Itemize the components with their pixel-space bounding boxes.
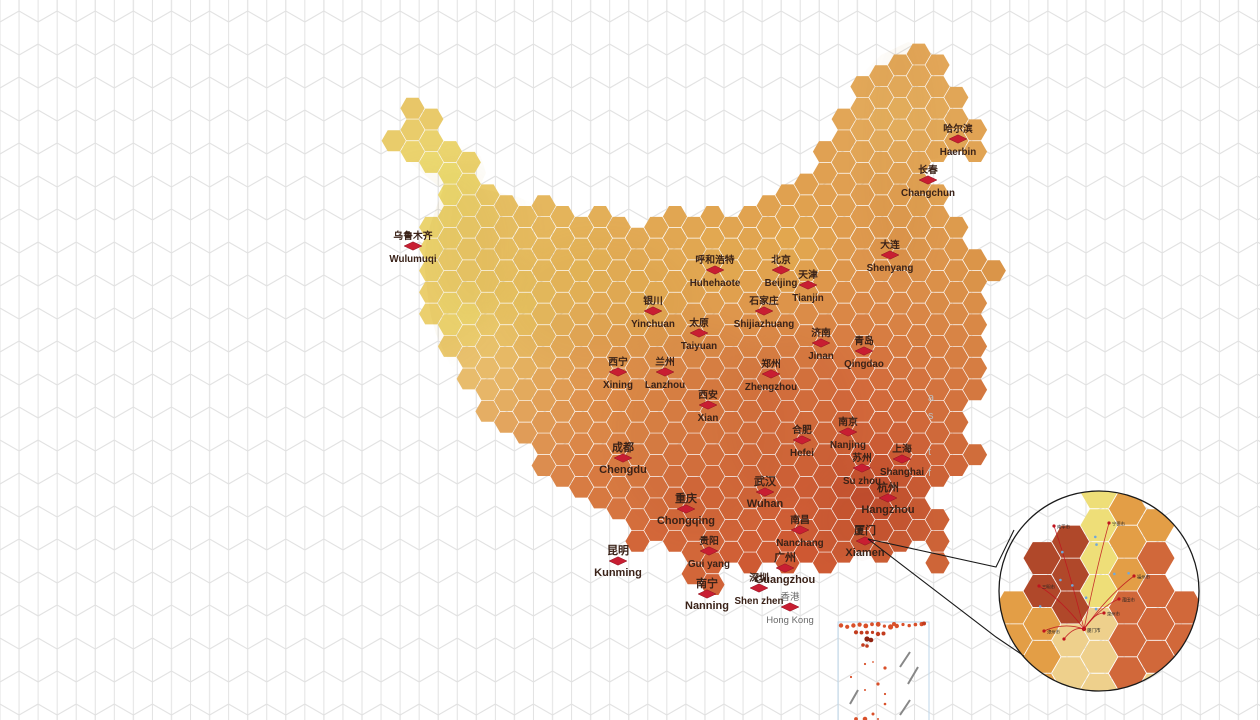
svg-text:济南: 济南	[811, 326, 831, 339]
svg-text:武汉: 武汉	[754, 474, 777, 488]
svg-text:Xiamen: Xiamen	[845, 547, 884, 559]
svg-text:Tianjin: Tianjin	[792, 293, 823, 304]
svg-text:Qingdao: Qingdao	[844, 359, 884, 370]
svg-text:长春: 长春	[918, 163, 938, 176]
svg-text:香港: 香港	[780, 591, 800, 603]
svg-text:郑州: 郑州	[761, 357, 781, 370]
svg-text:Kunming: Kunming	[594, 567, 642, 579]
svg-text:Huhehaote: Huhehaote	[690, 278, 741, 289]
svg-text:Taiyuan: Taiyuan	[681, 341, 717, 352]
svg-text:贵阳: 贵阳	[699, 534, 719, 547]
svg-text:Beijing: Beijing	[765, 278, 798, 289]
svg-text:天津: 天津	[798, 268, 818, 281]
svg-text:银川: 银川	[643, 294, 663, 307]
svg-text:兰州: 兰州	[655, 355, 675, 368]
svg-text:西安: 西安	[698, 388, 718, 401]
svg-text:Zhengzhou: Zhengzhou	[745, 382, 797, 393]
svg-text:Jinan: Jinan	[808, 351, 834, 362]
svg-text:南平市: 南平市	[1057, 524, 1071, 531]
svg-text:a: a	[928, 392, 935, 404]
svg-text:Hong Kong: Hong Kong	[766, 615, 814, 626]
svg-text:哈尔滨: 哈尔滨	[943, 122, 973, 135]
svg-text:s: s	[928, 410, 934, 422]
svg-text:成都: 成都	[612, 440, 634, 454]
svg-text:西宁: 西宁	[608, 355, 628, 368]
svg-text:泉州市: 泉州市	[1107, 611, 1121, 618]
svg-text:上海: 上海	[892, 442, 912, 455]
svg-text:Lanzhou: Lanzhou	[645, 380, 685, 391]
svg-text:呼和浩特: 呼和浩特	[695, 253, 734, 266]
svg-text:Shenyang: Shenyang	[867, 263, 914, 274]
svg-text:重庆: 重庆	[675, 491, 697, 505]
svg-text:厦门市: 厦门市	[1087, 627, 1101, 634]
svg-text:Haerbin: Haerbin	[940, 147, 976, 158]
svg-text:福州市: 福州市	[1137, 574, 1151, 581]
svg-text:Shijiazhuang: Shijiazhuang	[734, 319, 794, 330]
svg-text:Hefei: Hefei	[790, 448, 814, 459]
svg-text:南宁: 南宁	[696, 576, 718, 590]
svg-text:石家庄: 石家庄	[748, 294, 779, 307]
svg-text:宁德市: 宁德市	[1112, 521, 1126, 528]
svg-text:南京: 南京	[838, 415, 858, 428]
svg-text:Gui yang: Gui yang	[688, 559, 730, 570]
svg-text:漳州市: 漳州市	[1047, 629, 1061, 636]
svg-text:Shanghai: Shanghai	[880, 467, 924, 478]
svg-text:Xining: Xining	[603, 380, 633, 391]
svg-text:Shen zhen: Shen zhen	[735, 596, 784, 607]
svg-text:Nanchang: Nanchang	[776, 538, 823, 549]
svg-text:厦门: 厦门	[854, 523, 876, 537]
svg-text:苏州: 苏州	[852, 451, 872, 464]
svg-text:Xian: Xian	[698, 413, 719, 424]
svg-text:t: t	[928, 446, 931, 458]
svg-text:北京: 北京	[771, 253, 791, 266]
svg-text:昆明: 昆明	[607, 544, 629, 557]
svg-text:Chongqing: Chongqing	[657, 515, 715, 527]
svg-text:Nanning: Nanning	[685, 600, 729, 612]
svg-text:深圳: 深圳	[749, 571, 769, 584]
svg-text:合肥: 合肥	[791, 423, 812, 436]
svg-text:杭州: 杭州	[877, 480, 899, 494]
svg-text:三明市: 三明市	[1042, 584, 1056, 591]
svg-text:Yinchuan: Yinchuan	[631, 319, 675, 330]
svg-text:Hangzhou: Hangzhou	[861, 504, 914, 516]
svg-text:乌鲁木齐: 乌鲁木齐	[393, 229, 432, 242]
svg-text:莆田市: 莆田市	[1122, 597, 1136, 604]
svg-text:Wulumuqi: Wulumuqi	[389, 254, 436, 265]
svg-text:青岛: 青岛	[854, 334, 874, 347]
svg-text:Chengdu: Chengdu	[599, 464, 647, 476]
svg-text:广州: 广州	[774, 550, 796, 564]
svg-text:Nanjing: Nanjing	[830, 440, 866, 451]
svg-text:太原: 太原	[688, 316, 709, 329]
svg-text:大连: 大连	[880, 238, 900, 251]
svg-text:Wuhan: Wuhan	[747, 498, 784, 510]
svg-text:南昌: 南昌	[790, 513, 810, 526]
svg-text:Su zhou: Su zhou	[843, 476, 881, 487]
svg-text:Changchun: Changchun	[901, 188, 955, 199]
